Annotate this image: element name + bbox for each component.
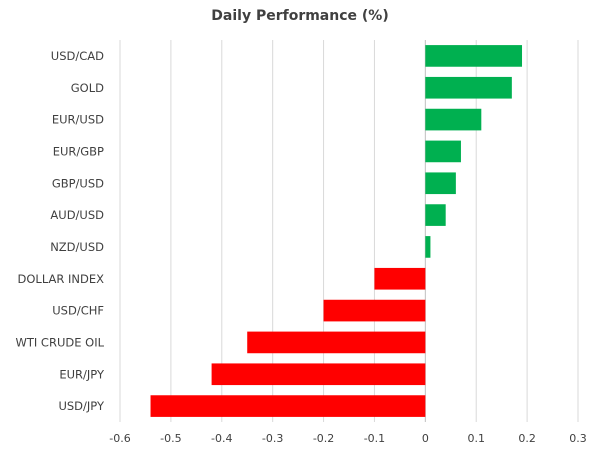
category-label: EUR/USD (52, 113, 104, 127)
x-tick-label: -0.1 (364, 432, 385, 445)
category-label: USD/CHF (52, 304, 104, 318)
category-label: GOLD (71, 81, 104, 95)
bar (150, 395, 426, 417)
bar (425, 236, 431, 258)
x-tick-label: -0.4 (211, 432, 232, 445)
bar (247, 331, 426, 354)
x-tick-label: 0.2 (518, 432, 536, 445)
bar (211, 363, 426, 386)
x-tick-label: 0 (422, 432, 429, 445)
category-label: EUR/JPY (59, 367, 105, 381)
x-tick-label: -0.2 (313, 432, 334, 445)
category-label: DOLLAR INDEX (18, 272, 105, 286)
x-tick-label: -0.5 (160, 432, 181, 445)
category-label: WTI CRUDE OIL (15, 335, 104, 349)
category-label: EUR/GBP (53, 144, 104, 158)
category-label: NZD/USD (50, 240, 104, 254)
bar (425, 45, 523, 67)
bar (323, 299, 426, 322)
bar (425, 140, 461, 163)
chart-title: Daily Performance (%) (211, 8, 389, 24)
bar (425, 108, 482, 131)
category-label: USD/CAD (51, 49, 104, 63)
category-label: AUD/USD (50, 208, 104, 222)
bar (425, 204, 446, 226)
category-label: GBP/USD (52, 176, 104, 190)
x-tick-label: 0.1 (467, 432, 485, 445)
bar (425, 76, 512, 99)
x-tick-label: -0.6 (109, 432, 130, 445)
bar (374, 267, 426, 290)
bar (425, 172, 456, 195)
x-tick-label: 0.3 (569, 432, 587, 445)
x-tick-label: -0.3 (262, 432, 283, 445)
category-label: USD/JPY (58, 399, 105, 413)
